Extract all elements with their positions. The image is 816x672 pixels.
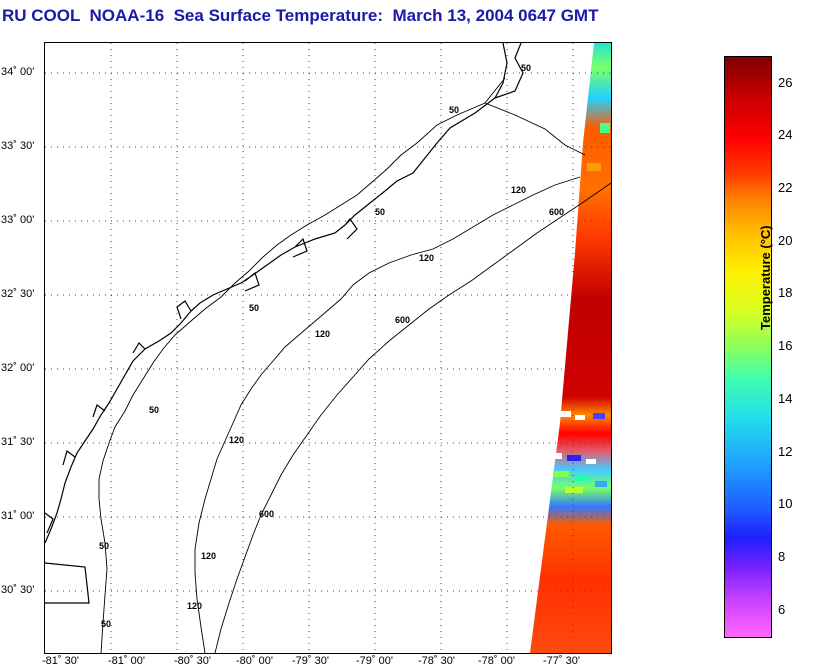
isobath-label: 120 <box>419 253 434 263</box>
longitude-label: -81˚ 00' <box>108 655 145 667</box>
isobath-label: 50 <box>149 405 159 415</box>
isobath-label: 600 <box>259 509 274 519</box>
colorbar-tick: 20 <box>778 233 793 248</box>
colorbar-tick: 14 <box>778 391 793 406</box>
longitude-label: -79˚ 00' <box>356 655 393 667</box>
colorbar-tick: 22 <box>778 180 793 195</box>
latitude-label: 34˚ 00' <box>1 66 35 78</box>
isobath-50 <box>98 77 586 653</box>
longitude-label: -78˚ 00' <box>478 655 515 667</box>
isobath-label: 120 <box>201 551 216 561</box>
longitude-label: -78˚ 30' <box>418 655 455 667</box>
latitude-label: 31˚ 00' <box>1 510 35 522</box>
colorbar-tick: 10 <box>778 496 793 511</box>
longitude-label: -77˚ 30' <box>543 655 580 667</box>
isobath-label: 120 <box>187 601 202 611</box>
isobath-label: 120 <box>315 329 330 339</box>
isobath-label: 50 <box>101 619 111 629</box>
colorbar-tick: 8 <box>778 549 786 564</box>
isobath-label: 50 <box>99 541 109 551</box>
coastline <box>45 43 524 604</box>
swath-speckle <box>550 123 610 493</box>
latitude-label: 30˚ 30' <box>1 584 35 596</box>
latitude-label: 32˚ 00' <box>1 362 35 374</box>
colorbar-tick: 24 <box>778 127 793 142</box>
latitude-label: 33˚ 00' <box>1 214 35 226</box>
isobath-label: 120 <box>511 185 526 195</box>
temperature-colorbar <box>724 56 772 638</box>
latitude-label: 33˚ 30' <box>1 140 35 152</box>
latitude-label: 32˚ 30' <box>1 288 35 300</box>
sst-swath <box>530 43 611 653</box>
colorbar-label: Temperature (°C) <box>758 225 773 330</box>
graticule <box>45 43 611 653</box>
colorbar-tick: 18 <box>778 285 793 300</box>
isobath-label: 50 <box>521 63 531 73</box>
colorbar-tick: 12 <box>778 444 793 459</box>
isobath-600 <box>214 182 611 653</box>
longitude-label: -80˚ 00' <box>236 655 273 667</box>
colorbar-tick: 26 <box>778 75 793 90</box>
isobath-120 <box>194 176 581 653</box>
longitude-label: -80˚ 30' <box>174 655 211 667</box>
colorbar-tick: 16 <box>778 338 793 353</box>
colorbar-tick: 6 <box>778 602 786 617</box>
map-title: RU COOL NOAA-16 Sea Surface Temperature:… <box>2 6 599 25</box>
latitude-label: 31˚ 30' <box>1 436 35 448</box>
sst-map: 50 50 50 50 50 50 50 120 120 120 120 120… <box>44 42 612 654</box>
isobath-label: 50 <box>449 105 459 115</box>
longitude-label: -79˚ 30' <box>292 655 329 667</box>
isobath-label: 50 <box>249 303 259 313</box>
map-canvas: 50 50 50 50 50 50 50 120 120 120 120 120… <box>45 43 611 653</box>
isobath-label: 50 <box>375 207 385 217</box>
longitude-label: -81˚ 30' <box>42 655 79 667</box>
isobath-label: 600 <box>395 315 410 325</box>
isobath-label: 120 <box>229 435 244 445</box>
isobath-label: 600 <box>549 207 564 217</box>
